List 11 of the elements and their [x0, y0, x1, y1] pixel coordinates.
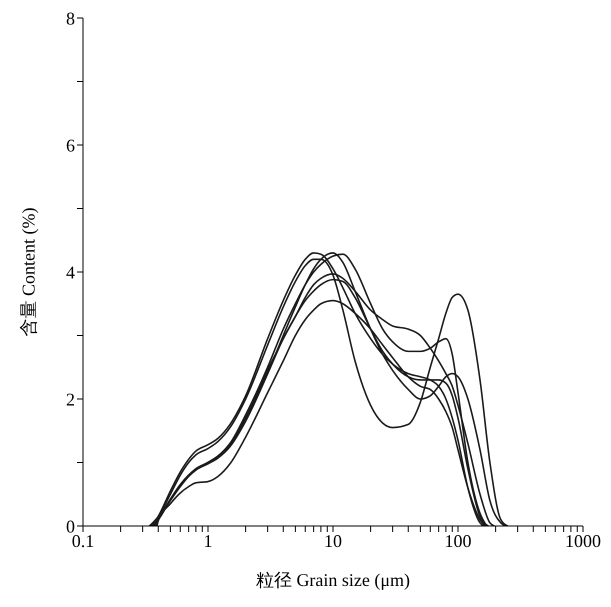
x-axis-title: 粒径 Grain size (μm) [256, 570, 410, 590]
x-tick-label: 100 [444, 530, 472, 551]
x-tick-label: 10 [324, 530, 342, 551]
x-tick-label: 1000 [565, 530, 601, 551]
y-tick-label: 4 [66, 262, 75, 282]
x-tick-label: 1 [204, 530, 212, 551]
y-tick-label: 6 [66, 135, 75, 156]
y-tick-label: 0 [66, 516, 75, 536]
y-tick-label: 8 [66, 8, 75, 28]
y-axis-title: 含量 Content (%) [18, 208, 38, 336]
y-tick-label: 2 [66, 389, 75, 410]
